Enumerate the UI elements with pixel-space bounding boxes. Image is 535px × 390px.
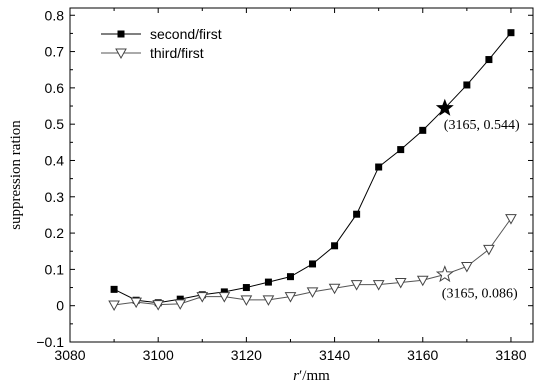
y-tick-label: 0.5 [45, 116, 65, 132]
series-layer [109, 29, 516, 310]
x-tick-label: 3140 [319, 347, 350, 363]
data-point [506, 215, 516, 224]
series-0 [111, 29, 515, 306]
y-tick-label: 0.2 [45, 225, 65, 241]
data-point [485, 56, 492, 63]
annotation-label: (3165, 0.086) [442, 286, 518, 301]
legend: second/first third/first [101, 26, 222, 61]
annotation-label: (3165, 0.544) [444, 118, 520, 133]
y-tick-label: 0.8 [45, 7, 65, 23]
x-tick-label: 3080 [54, 347, 85, 363]
data-point [507, 29, 514, 36]
data-point [111, 286, 118, 293]
data-point [287, 273, 294, 280]
data-point [375, 164, 382, 171]
legend-marker [118, 31, 125, 38]
y-tick-label: 0.7 [45, 44, 65, 60]
y-tick-label: 0.1 [45, 261, 65, 277]
y-tick-label: 0.6 [45, 80, 65, 96]
y-axis-label: suppression ration [8, 120, 24, 230]
y-tick-label: 0 [56, 298, 64, 314]
x-tick-label: 3180 [495, 347, 526, 363]
x-tick-label: 3160 [407, 347, 438, 363]
legend-label: second/first [150, 26, 222, 42]
y-tick-label: 0.3 [45, 189, 65, 205]
annotations: (3165, 0.544) (3165, 0.086) [437, 100, 520, 301]
data-point [484, 245, 494, 254]
data-point [397, 146, 404, 153]
x-axis-label: r′/mm [293, 368, 330, 384]
data-point [463, 81, 470, 88]
data-point [109, 301, 119, 310]
x-tick-label: 3100 [143, 347, 174, 363]
annotation-star [437, 266, 452, 280]
data-point [243, 284, 250, 291]
data-point [265, 279, 272, 286]
data-point [419, 127, 426, 134]
legend-label: third/first [150, 45, 204, 61]
y-tick-label: 0.4 [45, 152, 65, 168]
x-axis-label-rest: ′/mm [299, 368, 330, 384]
data-point [331, 242, 338, 249]
x-tick-label: 3120 [231, 347, 262, 363]
data-point [462, 262, 472, 271]
data-point [353, 211, 360, 218]
data-point [309, 260, 316, 267]
